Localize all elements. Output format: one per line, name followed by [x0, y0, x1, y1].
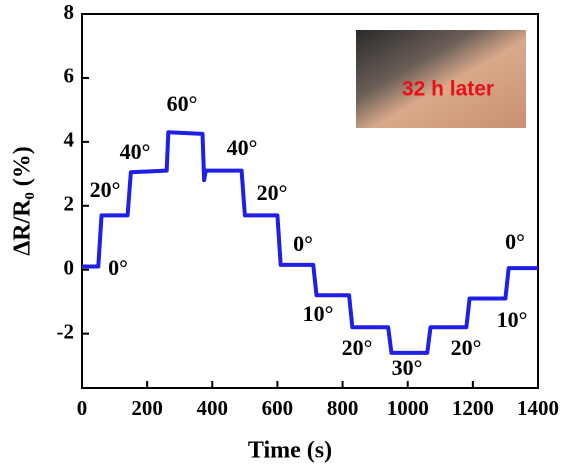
y-tick-label: 2: [64, 192, 75, 216]
x-tick-label: 800: [327, 396, 359, 420]
inset-photo: 32 h later: [356, 30, 526, 128]
y-tick-label: 0: [64, 256, 75, 280]
x-tick-label: 0: [77, 396, 88, 420]
x-tick-label: 600: [262, 396, 294, 420]
annotation: 60°: [167, 91, 198, 116]
annotation: 20°: [451, 335, 482, 360]
inset-label: 32 h later: [402, 78, 494, 101]
annotation: 20°: [257, 180, 288, 205]
y-axis-label: ΔR/R₀ (%): [10, 146, 36, 256]
x-tick-label: 200: [131, 396, 163, 420]
annotation: 10°: [497, 307, 528, 332]
x-tick-label: 400: [197, 396, 229, 420]
annotation: 30°: [392, 355, 423, 380]
x-tick-label: 1000: [387, 396, 429, 420]
y-tick-label: -2: [57, 319, 75, 343]
annotation: 10°: [303, 301, 334, 326]
x-tick-label: 1400: [517, 396, 559, 420]
annotation: 40°: [227, 135, 258, 160]
y-tick-label: 6: [64, 64, 75, 88]
annotation: 0°: [108, 255, 128, 280]
x-axis-label: Time (s): [248, 438, 332, 464]
y-tick-label: 8: [64, 0, 75, 24]
x-tick-label: 1200: [452, 396, 494, 420]
annotation: 40°: [120, 139, 151, 164]
annotation: 20°: [90, 177, 121, 202]
y-tick-label: 4: [64, 128, 75, 152]
chart: 32 h later Time (s) ΔR/R₀ (%) 0200400600…: [0, 0, 568, 472]
annotation: 20°: [342, 335, 373, 360]
annotation: 0°: [505, 229, 525, 254]
annotation: 0°: [293, 231, 313, 256]
